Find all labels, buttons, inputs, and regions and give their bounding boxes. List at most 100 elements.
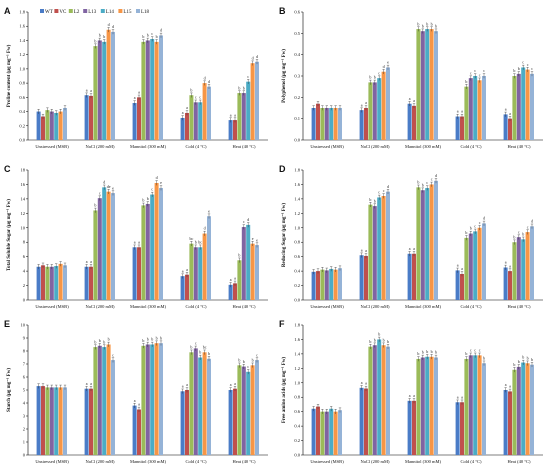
bar — [377, 78, 382, 140]
significance-label: b — [156, 34, 158, 39]
significance-label: d — [204, 226, 206, 231]
y-tick-label: 1.8 — [19, 10, 25, 15]
significance-label: b — [147, 337, 149, 342]
significance-label: a — [505, 107, 507, 112]
significance-label: c — [522, 60, 524, 65]
bar — [425, 29, 430, 140]
bar — [368, 346, 373, 455]
bar — [416, 358, 421, 455]
bar — [58, 263, 63, 300]
significance-label: b — [243, 85, 245, 90]
y-tick-label: 1 — [23, 440, 25, 445]
y-tick-label: 14 — [21, 196, 26, 201]
bar — [189, 352, 194, 455]
bar — [473, 76, 478, 140]
legend-label: WT — [45, 10, 53, 15]
bar — [150, 39, 155, 141]
significance-label: a — [134, 239, 136, 244]
bar — [508, 118, 512, 140]
significance-label: d — [435, 173, 437, 178]
bar — [530, 364, 534, 455]
x-tick-label: NaCl (200 mM) — [86, 304, 115, 309]
bar — [54, 387, 59, 455]
bar — [364, 388, 368, 455]
bar — [207, 358, 211, 455]
significance-label: a — [461, 266, 463, 271]
bar — [320, 108, 325, 140]
significance-label: a — [182, 110, 184, 115]
significance-label: b — [522, 355, 524, 360]
bar — [246, 224, 251, 300]
bar — [324, 108, 329, 140]
y-tick-label: 0.0 — [294, 138, 300, 143]
bar — [311, 271, 316, 300]
bar — [207, 86, 211, 140]
significance-label: d — [103, 179, 105, 184]
significance-label: de — [107, 184, 111, 189]
bar — [320, 269, 325, 300]
x-tick-label: Heat (40 °C) — [232, 459, 256, 464]
significance-label: c — [474, 224, 476, 229]
significance-label: a — [461, 394, 463, 399]
bar — [97, 345, 102, 455]
bar — [36, 386, 41, 455]
significance-label: b — [94, 38, 96, 43]
y-tick-label: 1.0 — [294, 380, 300, 385]
bar — [45, 387, 50, 455]
bar — [372, 345, 377, 455]
bar — [106, 191, 111, 300]
bar — [159, 35, 163, 140]
bar — [237, 93, 242, 140]
significance-label: d — [108, 22, 110, 27]
bar — [412, 400, 416, 455]
y-tick-label: 10 — [21, 323, 26, 328]
bar — [189, 95, 194, 140]
bar — [241, 227, 246, 300]
significance-label: b — [195, 239, 197, 244]
significance-label: b — [238, 252, 240, 257]
bar — [372, 206, 377, 300]
legend-swatch — [68, 9, 73, 13]
bar — [111, 31, 115, 141]
significance-label: bc — [203, 344, 207, 349]
significance-label: b — [518, 359, 520, 364]
bar — [89, 266, 93, 300]
significance-label: b — [378, 332, 380, 337]
x-tick-label: NaCl (200 mM) — [361, 144, 390, 149]
bar — [525, 232, 530, 300]
significance-label: a — [182, 383, 184, 388]
significance-label: b — [190, 87, 192, 92]
significance-label: b — [147, 196, 149, 201]
bar — [45, 266, 50, 300]
bar — [455, 116, 460, 140]
bar — [93, 210, 98, 300]
y-axis-label: Proline content (µg mg⁻¹ Fw) — [6, 44, 12, 107]
bar — [36, 111, 41, 140]
bar — [386, 346, 390, 455]
significance-label: bc — [190, 236, 194, 241]
significance-label: b — [238, 85, 240, 90]
bar — [150, 344, 155, 455]
bar — [482, 76, 486, 140]
significance-label: a — [230, 277, 232, 282]
y-tick-label: 1.2 — [19, 52, 25, 57]
significance-label: a — [457, 394, 459, 399]
bar — [102, 187, 107, 300]
bar — [477, 355, 482, 455]
bar — [198, 357, 203, 455]
significance-label: b — [374, 75, 376, 80]
y-tick-label: 6 — [23, 254, 26, 259]
significance-label: a — [230, 112, 232, 117]
y-tick-label: 1.0 — [19, 66, 25, 71]
y-tick-label: 1.8 — [294, 323, 300, 328]
significance-label: d — [252, 55, 254, 60]
y-axis-label: Total Soluble Sugar (µg mg⁻¹ Fw) — [6, 199, 12, 271]
x-tick-label: Heat (40 °C) — [232, 304, 256, 309]
bar — [364, 255, 368, 300]
y-tick-label: 1.2 — [294, 366, 300, 371]
bar — [255, 245, 259, 300]
y-tick-label: 5 — [23, 388, 26, 393]
bar — [525, 363, 530, 455]
significance-label: a — [457, 109, 459, 114]
